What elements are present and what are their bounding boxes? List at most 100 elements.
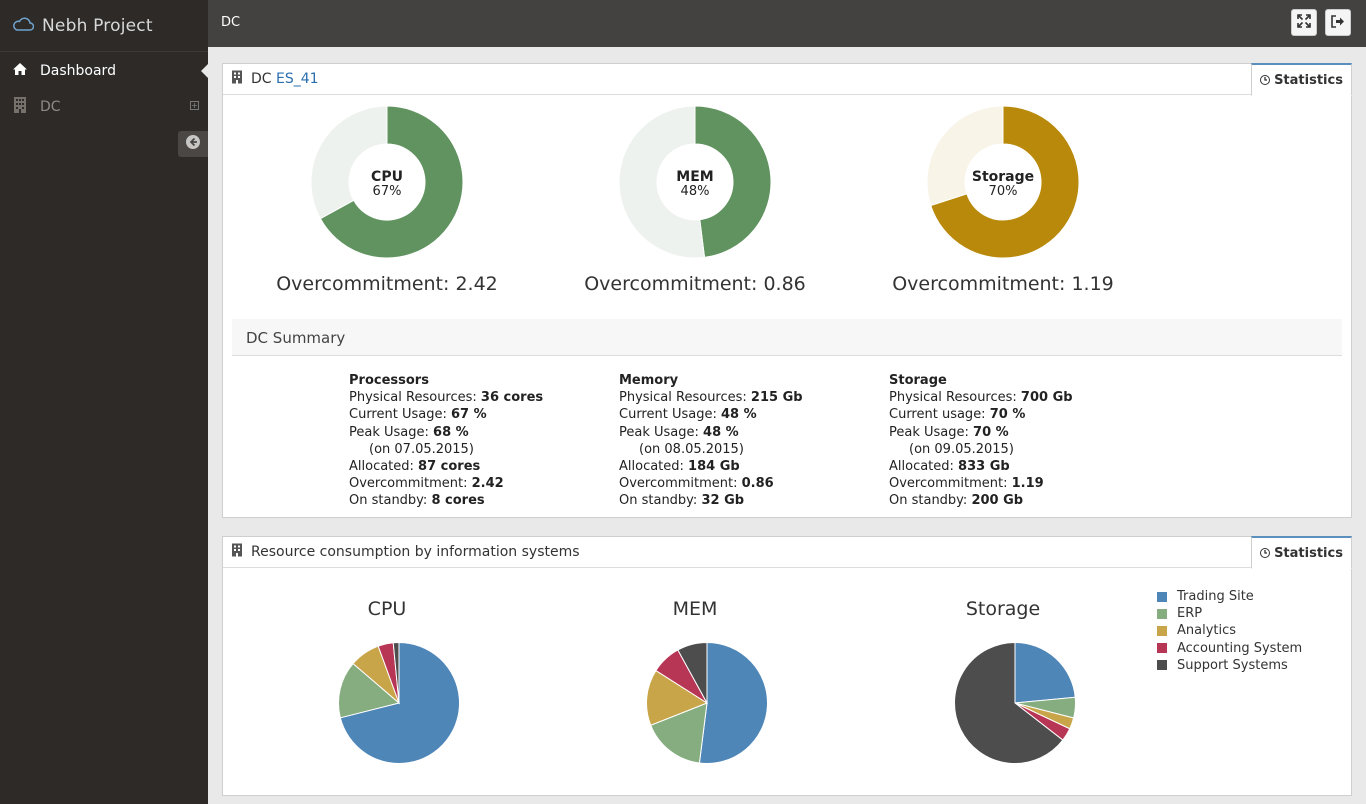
tab-label: Statistics — [1274, 545, 1343, 561]
building-icon — [231, 543, 243, 561]
storage-donut: Storage 70% Overcommitment: 1.19 — [883, 105, 1123, 295]
resource-panel-title: Resource consumption by information syst… — [251, 544, 580, 560]
logout-button[interactable] — [1325, 9, 1351, 36]
sign-out-icon — [1331, 13, 1345, 32]
mem-donut: MEM 48% Overcommitment: 0.86 — [575, 105, 815, 295]
summary-row: Overcommitment: 0.86 — [619, 476, 774, 492]
clock-icon — [1260, 548, 1271, 558]
donut-free-arc — [618, 105, 706, 259]
summary-row: Allocated: 184 Gb — [619, 459, 740, 475]
legend-swatch — [1157, 643, 1167, 654]
legend-swatch — [1157, 625, 1167, 636]
summary-row: Peak Usage: 70 % — [889, 424, 1009, 440]
summary-heading: Memory — [619, 373, 679, 388]
mem-donut-chart: MEM 48% — [618, 105, 772, 259]
summary-row: Overcommitment: 2.42 — [349, 476, 504, 492]
legend-swatch — [1157, 660, 1167, 671]
summary-row: Physical Resources: 700 Gb — [889, 390, 1073, 406]
summary-peak-date: (on 08.05.2015) — [639, 441, 744, 457]
cpu-donut-chart: CPU 67% — [310, 105, 464, 259]
summary-row: Physical Resources: 215 Gb — [619, 390, 803, 406]
arrow-left-circle-icon — [185, 134, 201, 154]
mem-pie-title: MEM — [672, 598, 718, 620]
storage-donut-label: Storage — [972, 169, 1034, 185]
resource-panel: Resource consumption by information syst… — [222, 536, 1352, 796]
mem-donut-label: MEM — [676, 169, 713, 185]
dc-panel: DC ES_41 Statistics CPU 67% Overcommitme… — [222, 63, 1352, 518]
donut-used-arc — [319, 105, 464, 259]
legend-item[interactable]: Analytics — [1157, 622, 1302, 639]
building-icon — [12, 96, 28, 118]
summary-processors: Processors Physical Resources: 36 cores … — [349, 372, 543, 510]
summary-row: Allocated: 833 Gb — [889, 459, 1010, 475]
cpu-pie-title: CPU — [367, 598, 407, 620]
summary-storage: Storage Physical Resources: 700 Gb Curre… — [889, 372, 1073, 510]
pie-slice-trading-site[interactable] — [339, 641, 460, 764]
pie-slice-analytics[interactable] — [646, 669, 709, 726]
summary-row: Peak Usage: 68 % — [349, 424, 469, 440]
summary-row: Current Usage: 67 % — [349, 407, 487, 423]
dc-panel-header: DC ES_41 — [223, 64, 1351, 95]
mem-pie-chart — [646, 641, 768, 764]
expand-arrows-icon — [1297, 13, 1311, 32]
legend-swatch — [1157, 591, 1167, 602]
summary-row: Overcommitment: 1.19 — [889, 476, 1044, 492]
summary-row: Allocated: 87 cores — [349, 459, 481, 475]
dc-link[interactable]: ES_41 — [276, 71, 319, 87]
summary-memory: Memory Physical Resources: 215 Gb Curren… — [619, 372, 803, 510]
brand[interactable]: Nebh Project — [0, 0, 208, 52]
cloud-icon — [12, 16, 35, 35]
pie-slice-erp[interactable] — [338, 662, 401, 719]
sidebar-item-label: DC — [40, 99, 61, 115]
pie-slice-support-systems[interactable] — [954, 641, 1064, 764]
storage-pie-chart — [954, 641, 1076, 764]
cpu-donut-label: CPU — [371, 169, 403, 185]
summary-row: Peak Usage: 48 % — [619, 424, 739, 440]
dc-summary-header: DC Summary — [232, 319, 1342, 356]
pie-slice-trading-site[interactable] — [1014, 641, 1076, 704]
storage-donut-percent: 70% — [989, 184, 1018, 199]
dc-title-prefix: DC — [251, 71, 272, 87]
collapse-sidebar-button[interactable] — [178, 131, 208, 157]
summary-row: On standby: 200 Gb — [889, 493, 1024, 509]
cpu-pie-chart — [338, 641, 460, 764]
app-name: Nebh Project — [42, 15, 153, 36]
cpu-donut-percent: 67% — [373, 184, 402, 199]
donut-used-arc — [694, 105, 772, 258]
cpu-donut: CPU 67% Overcommitment: 2.42 — [267, 105, 507, 295]
pie-slice-erp[interactable] — [650, 702, 708, 764]
dc-panel-title: DC ES_41 — [251, 71, 319, 87]
storage-donut-chart: Storage 70% — [926, 105, 1080, 259]
summary-row: On standby: 32 Gb — [619, 493, 745, 509]
storage-overcommitment: Overcommitment: 1.19 — [892, 273, 1114, 295]
building-icon — [231, 70, 243, 88]
pie-legend: Trading Site ERP Analytics Accounting Sy… — [1157, 588, 1302, 674]
page-title: DC — [221, 15, 241, 30]
pie-slice-trading-site[interactable] — [698, 641, 768, 764]
sidebar-item-label: Dashboard — [40, 63, 116, 79]
summary-heading: Processors — [349, 373, 429, 388]
tab-statistics[interactable]: Statistics — [1251, 63, 1352, 96]
summary-row: On standby: 8 cores — [349, 493, 485, 509]
expand-icon[interactable]: + — [190, 101, 199, 110]
sidebar: Nebh Project Dashboard DC + — [0, 0, 208, 804]
legend-item[interactable]: ERP — [1157, 605, 1302, 622]
fullscreen-button[interactable] — [1291, 9, 1317, 36]
cpu-overcommitment: Overcommitment: 2.42 — [276, 273, 498, 295]
legend-item[interactable]: Trading Site — [1157, 588, 1302, 605]
pie-slice-support-systems[interactable] — [392, 641, 400, 704]
summary-peak-date: (on 09.05.2015) — [909, 441, 1014, 457]
legend-swatch — [1157, 608, 1167, 619]
donut-used-arc — [930, 105, 1080, 259]
mem-overcommitment: Overcommitment: 0.86 — [584, 273, 806, 295]
sidebar-item-dashboard[interactable]: Dashboard — [0, 53, 208, 89]
pie-slice-support-systems[interactable] — [677, 641, 708, 704]
tab-statistics[interactable]: Statistics — [1251, 536, 1352, 569]
legend-item[interactable]: Support Systems — [1157, 657, 1302, 674]
clock-icon — [1260, 75, 1271, 85]
legend-item[interactable]: Accounting System — [1157, 640, 1302, 657]
summary-row: Current Usage: 48 % — [619, 407, 757, 423]
donut-free-arc — [926, 105, 1004, 207]
sidebar-item-dc[interactable]: DC + — [0, 89, 208, 125]
storage-pie-title: Storage — [965, 598, 1041, 620]
